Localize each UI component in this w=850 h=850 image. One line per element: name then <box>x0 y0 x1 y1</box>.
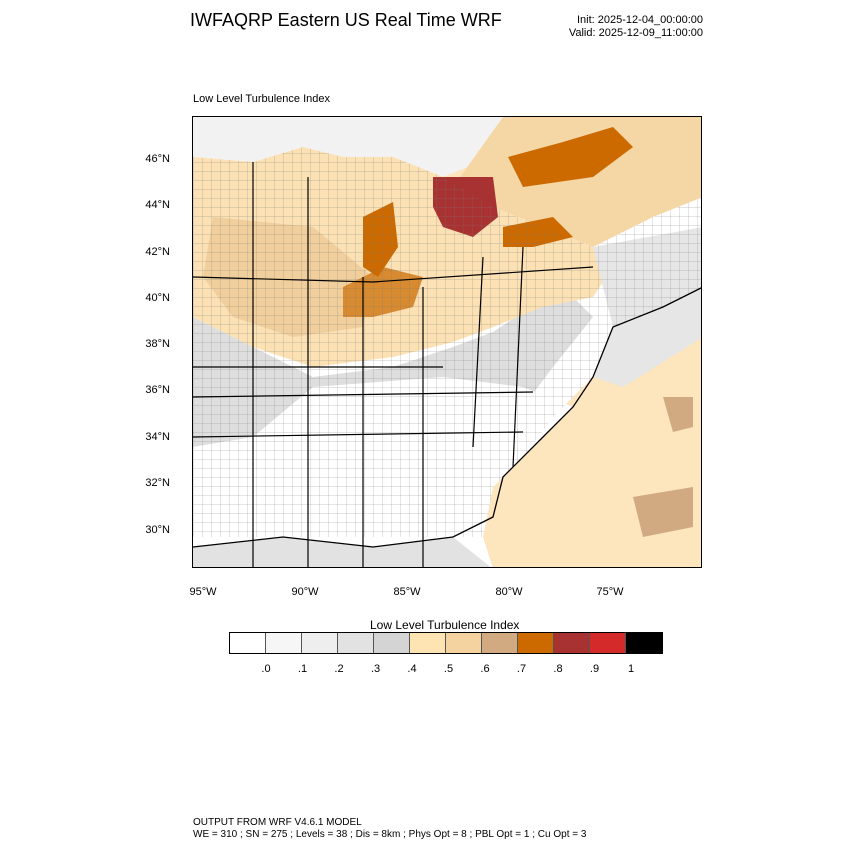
footer-config-line: WE = 310 ; SN = 275 ; Levels = 38 ; Dis … <box>193 829 587 840</box>
turbulence-map <box>193 117 701 567</box>
colorbar-swatch <box>410 633 446 653</box>
gulf-region <box>193 537 491 567</box>
colorbar-tick-label: .0 <box>261 663 271 675</box>
colorbar-swatch <box>266 633 302 653</box>
lat-label: 38°N <box>145 338 170 350</box>
lon-label: 80°W <box>495 586 523 598</box>
ocean-speckle <box>633 487 693 537</box>
colorbar-tick-label: .5 <box>443 663 454 675</box>
colorbar-swatch <box>374 633 410 653</box>
lat-label: 42°N <box>145 246 170 258</box>
colorbar-swatch <box>554 633 590 653</box>
lat-label: 40°N <box>145 292 170 304</box>
lat-label: 30°N <box>145 524 170 536</box>
colorbar-swatch <box>482 633 518 653</box>
colorbar-swatch <box>626 633 662 653</box>
coastline <box>193 287 701 548</box>
colorbar-tick-label: .8 <box>553 663 563 675</box>
colorbar-swatch <box>590 633 626 653</box>
lon-label: 75°W <box>596 586 624 598</box>
field-label: Low Level Turbulence Index <box>193 93 330 105</box>
colorbar-title: Low Level Turbulence Index <box>370 618 520 632</box>
valid-time: Valid: 2025-12-09_11:00:00 <box>568 27 703 39</box>
colorbar-swatch <box>518 633 554 653</box>
county-lines <box>193 147 701 537</box>
colorbar-tick-label: 1 <box>627 663 635 675</box>
chart-title: IWFAQRP Eastern US Real Time WRF <box>190 10 502 30</box>
ontario-orange <box>508 127 633 187</box>
colorbar-tick-label: .6 <box>480 663 490 675</box>
colorbar-tick-label: .4 <box>407 663 417 675</box>
lat-label: 34°N <box>145 431 170 443</box>
colorbar-swatch <box>446 633 482 653</box>
lat-label: 32°N <box>145 477 170 489</box>
ocean-speckle <box>663 397 693 432</box>
colorbar-tick-label: .7 <box>516 663 527 675</box>
colorbar-swatch <box>230 633 266 653</box>
colorbar-tick-label: .3 <box>370 663 381 675</box>
canada-west-region <box>193 117 503 177</box>
lat-label: 44°N <box>145 199 170 211</box>
colorbar-tick-label: .9 <box>589 663 600 675</box>
colorbar-swatch <box>338 633 374 653</box>
colorbar-tick-label: .2 <box>334 663 344 675</box>
colorbar-tick-label: .1 <box>297 663 308 675</box>
colorbar-swatch <box>302 633 338 653</box>
colorbar <box>229 632 663 654</box>
lon-label: 85°W <box>393 586 421 598</box>
map-panel <box>192 116 702 568</box>
lat-label: 46°N <box>145 153 170 165</box>
lon-label: 95°W <box>189 586 217 598</box>
footer-model-line: OUTPUT FROM WRF V4.6.1 MODEL <box>193 817 362 828</box>
lon-label: 90°W <box>291 586 319 598</box>
init-time: Init: 2025-12-04_00:00:00 <box>577 14 703 26</box>
canada-east-region <box>453 117 701 247</box>
lat-label: 36°N <box>145 384 170 396</box>
state-boundaries <box>193 162 594 567</box>
